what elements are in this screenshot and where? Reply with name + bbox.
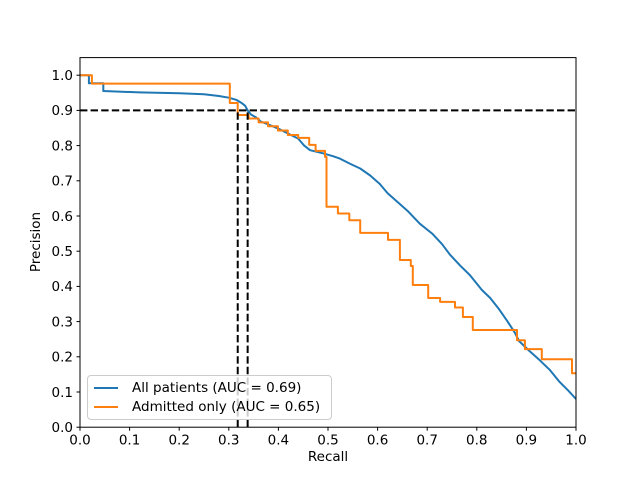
x-tick-label: 0.3 [218, 433, 239, 449]
x-tick-label: 0.7 [416, 433, 437, 449]
legend-line-sample-admitted-only [94, 405, 118, 408]
x-tick-label: 0.8 [466, 433, 487, 449]
y-tick-label: 0.4 [52, 279, 73, 295]
legend-item-all-patients: All patients (AUC = 0.69) [94, 380, 325, 396]
legend: All patients (AUC = 0.69) Admitted only … [87, 375, 332, 420]
y-tick-label: 0.6 [52, 209, 73, 225]
y-tick-label: 0.7 [52, 174, 73, 190]
y-tick-label: 0.2 [52, 350, 73, 366]
y-tick-label: 0.3 [52, 314, 73, 330]
curve-all-patients [80, 74, 577, 400]
x-tick-label: 1.0 [565, 433, 586, 449]
x-tick-label: 0.4 [268, 433, 289, 449]
legend-line-sample-all-patients [94, 387, 118, 390]
y-tick-label: 0.0 [52, 420, 73, 436]
x-tick-label: 0.2 [168, 433, 189, 449]
x-tick-label: 0.9 [516, 433, 537, 449]
y-axis-label: Precision [28, 211, 44, 273]
legend-item-admitted-only: Admitted only (AUC = 0.65) [94, 399, 325, 415]
x-tick-label: 0.0 [69, 433, 90, 449]
legend-label-all-patients: All patients (AUC = 0.69) [132, 380, 302, 397]
x-axis-label: Recall [307, 449, 349, 465]
curve-admitted-only [80, 74, 576, 375]
y-tick-label: 0.1 [52, 385, 73, 401]
y-tick-label: 0.5 [52, 244, 73, 260]
x-tick-label: 0.6 [367, 433, 388, 449]
y-tick-label: 0.8 [52, 138, 73, 154]
x-tick-label: 0.5 [317, 433, 338, 449]
plot-frame [79, 57, 577, 428]
x-tick-label: 0.1 [119, 433, 140, 449]
legend-label-admitted-only: Admitted only (AUC = 0.65) [132, 398, 321, 415]
y-tick-label: 1.0 [52, 68, 73, 84]
y-tick-label: 0.9 [52, 103, 73, 119]
